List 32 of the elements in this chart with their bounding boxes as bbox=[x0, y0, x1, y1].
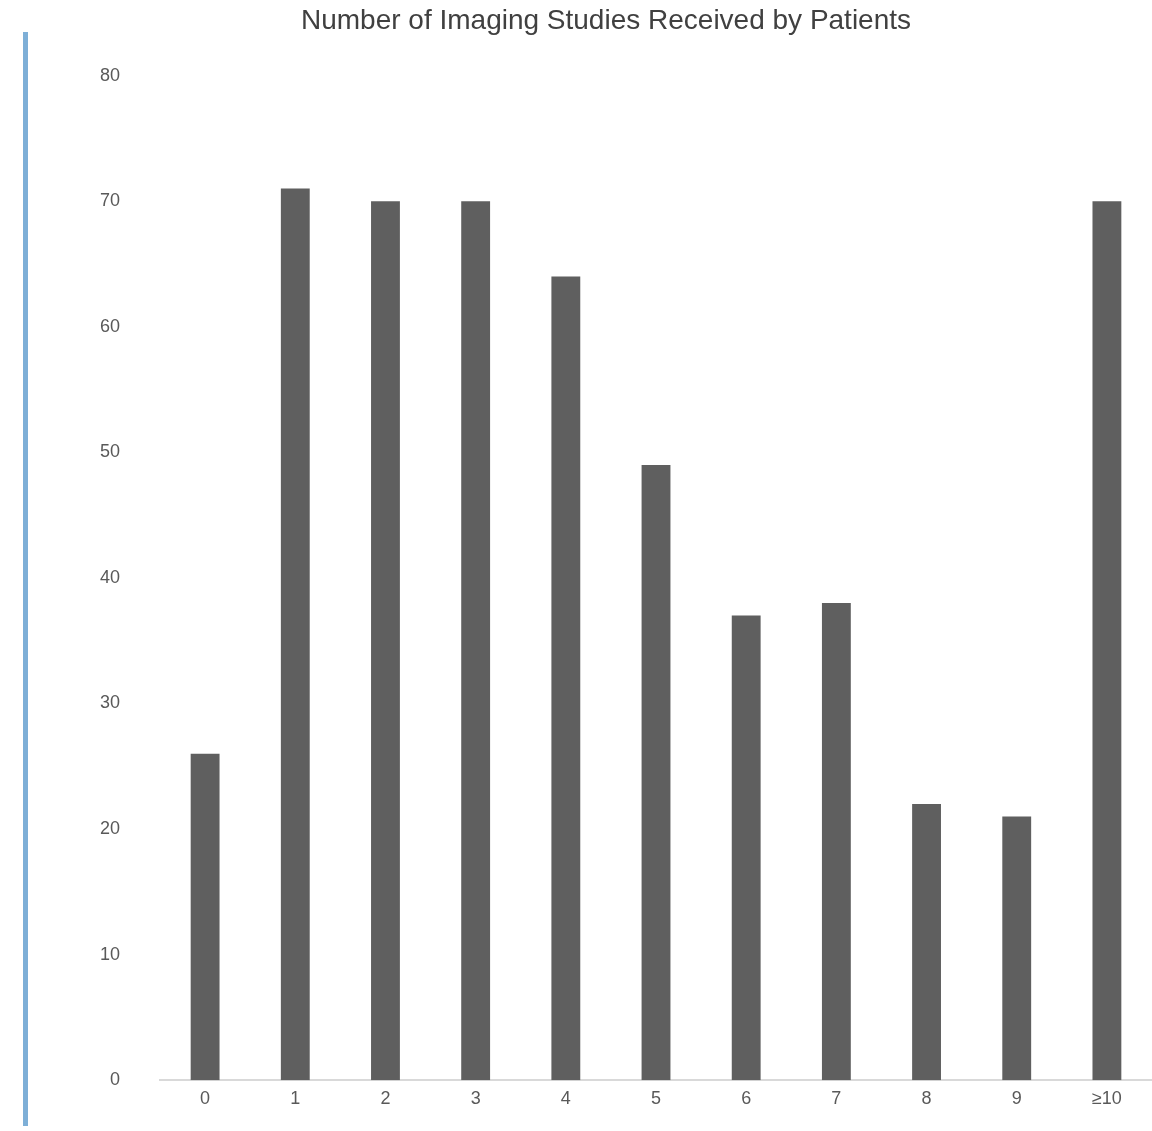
y-tick-label: 20 bbox=[99, 818, 121, 839]
bar bbox=[280, 188, 310, 1081]
bar bbox=[1092, 201, 1122, 1081]
x-tick-label: 1 bbox=[290, 1087, 301, 1108]
x-tick-label: 0 bbox=[200, 1087, 211, 1108]
x-tick-label: 6 bbox=[741, 1087, 752, 1108]
x-tick-label: 4 bbox=[560, 1087, 571, 1108]
bar bbox=[641, 464, 671, 1081]
x-tick-label: 8 bbox=[921, 1087, 932, 1108]
x-tick-label: 9 bbox=[1011, 1087, 1022, 1108]
bar bbox=[551, 276, 581, 1081]
y-tick-label: 40 bbox=[99, 566, 121, 587]
bar bbox=[461, 201, 491, 1081]
x-tick-label: 7 bbox=[831, 1087, 842, 1108]
bar bbox=[912, 803, 941, 1081]
x-tick-label: 2 bbox=[380, 1087, 391, 1108]
x-tick-label: ≥10 bbox=[1091, 1087, 1122, 1108]
bar bbox=[731, 615, 761, 1081]
bar bbox=[1002, 816, 1032, 1081]
chart-title: Number of Imaging Studies Received by Patients bbox=[300, 3, 912, 35]
y-tick-label: 60 bbox=[99, 315, 121, 336]
y-tick-label: 80 bbox=[99, 64, 121, 85]
bar bbox=[821, 603, 851, 1081]
bar bbox=[371, 201, 400, 1081]
x-tick-label: 3 bbox=[470, 1087, 481, 1108]
y-tick-label: 70 bbox=[99, 190, 121, 211]
y-tick-label: 0 bbox=[110, 1069, 121, 1090]
y-tick-label: 10 bbox=[99, 943, 121, 964]
x-tick-label: 5 bbox=[651, 1087, 662, 1108]
bar bbox=[190, 753, 220, 1081]
y-tick-label: 30 bbox=[99, 692, 121, 713]
y-tick-label: 50 bbox=[99, 441, 121, 462]
